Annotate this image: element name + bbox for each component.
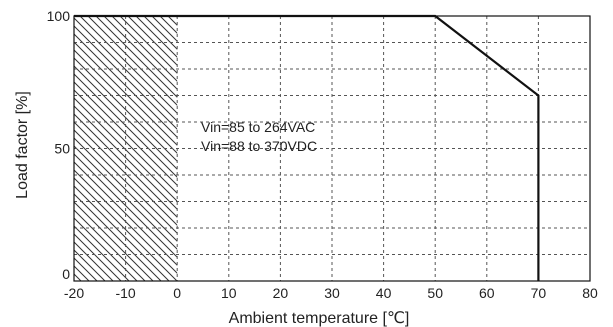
x-tick-label: 10 xyxy=(221,285,237,301)
x-tick-label: 30 xyxy=(324,285,340,301)
series-layer xyxy=(73,14,540,282)
y-tick-label: 0 xyxy=(62,266,70,282)
x-tick-label: 80 xyxy=(582,285,598,301)
y-tick-label: 50 xyxy=(54,141,70,157)
x-axis-title: Ambient temperature [℃] xyxy=(229,310,410,327)
grid-layer xyxy=(74,16,590,281)
x-tick-label: -20 xyxy=(64,285,84,301)
x-tick-label: 60 xyxy=(479,285,495,301)
x-tick-label: 0 xyxy=(173,285,181,301)
x-tick-label: 70 xyxy=(531,285,547,301)
derating-curve xyxy=(74,14,540,281)
tick-label-layer: -20 -10 0 10 20 30 40 50 60 70 80 0 50 100 xyxy=(47,8,598,301)
y-tick-label: 100 xyxy=(47,8,71,24)
x-tick-label: 20 xyxy=(273,285,289,301)
x-tick-label: 50 xyxy=(427,285,443,301)
x-tick-label: -10 xyxy=(115,285,135,301)
y-axis-title: Load factor [%] xyxy=(14,91,31,199)
annotation-ac-input: Vin=85 to 264VAC xyxy=(201,119,315,135)
x-tick-label: 40 xyxy=(376,285,392,301)
annotation-dc-input: Vin=88 to 370VDC xyxy=(201,138,317,154)
